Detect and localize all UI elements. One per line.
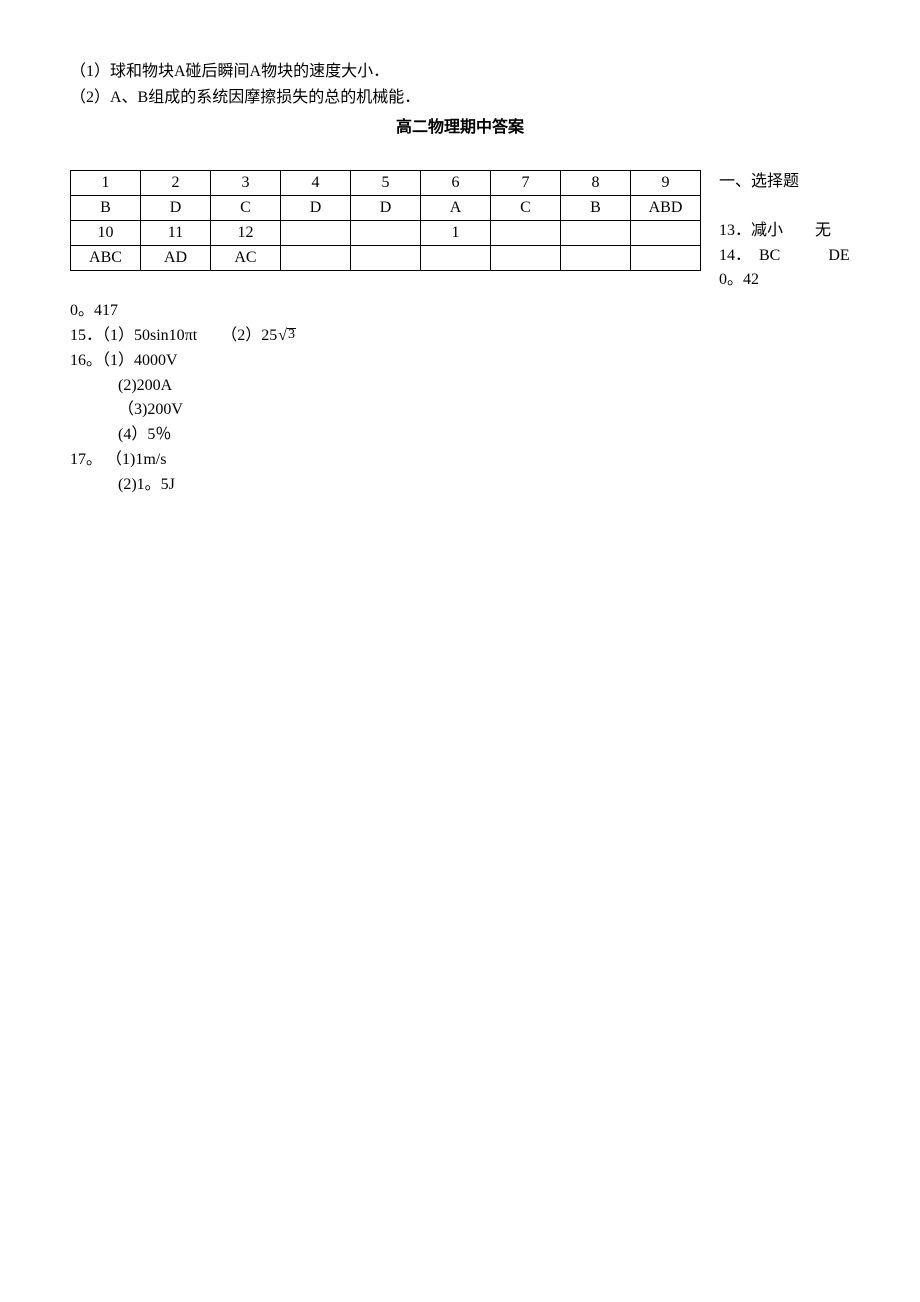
a15-prefix: 15．（1）50sin10 bbox=[70, 327, 185, 344]
cell: 3 bbox=[211, 171, 281, 196]
radicand: 3 bbox=[287, 328, 296, 342]
cell bbox=[351, 246, 421, 271]
cell: 1 bbox=[71, 171, 141, 196]
cell bbox=[351, 221, 421, 246]
cell: B bbox=[71, 196, 141, 221]
cell: C bbox=[211, 196, 281, 221]
value-0417: 0。417 bbox=[70, 299, 850, 324]
cell: C bbox=[491, 196, 561, 221]
answer-14: 14． BC DE bbox=[719, 244, 850, 269]
a15-t: t （2）25 bbox=[193, 327, 277, 344]
answer-block: 1 2 3 4 5 6 7 8 9 B D C D D A C B ABD bbox=[70, 170, 850, 293]
cell: D bbox=[351, 196, 421, 221]
question-1: （1）球和物块A碰后瞬间A物块的速度大小． bbox=[70, 60, 850, 84]
cell bbox=[631, 221, 701, 246]
cell bbox=[631, 246, 701, 271]
cell bbox=[421, 246, 491, 271]
cell bbox=[561, 221, 631, 246]
answer-table: 1 2 3 4 5 6 7 8 9 B D C D D A C B ABD bbox=[70, 170, 701, 271]
cell: AC bbox=[211, 246, 281, 271]
answer-15: 15．（1）50sin10πt （2）25√3 bbox=[70, 324, 850, 349]
sqrt-icon: √3 bbox=[278, 324, 296, 349]
cell: ABD bbox=[631, 196, 701, 221]
cell: 2 bbox=[141, 171, 211, 196]
answer-16-3: （3)200V bbox=[70, 398, 850, 423]
answer-17-2: (2)1。5J bbox=[70, 473, 850, 498]
answer-16-1: 16。（1）4000V bbox=[70, 349, 850, 374]
answer-14b: 0。42 bbox=[719, 268, 850, 293]
cell: 1 bbox=[421, 221, 491, 246]
cell bbox=[491, 246, 561, 271]
cell: 10 bbox=[71, 221, 141, 246]
cell: B bbox=[561, 196, 631, 221]
cell bbox=[491, 221, 561, 246]
table-row: B D C D D A C B ABD bbox=[71, 196, 701, 221]
cell: AD bbox=[141, 246, 211, 271]
cell: D bbox=[141, 196, 211, 221]
cell: ABC bbox=[71, 246, 141, 271]
cell bbox=[281, 221, 351, 246]
cell: A bbox=[421, 196, 491, 221]
radical-symbol: √ bbox=[278, 327, 287, 344]
answer-title: 高二物理期中答案 bbox=[70, 116, 850, 140]
cell bbox=[561, 246, 631, 271]
cell: 8 bbox=[561, 171, 631, 196]
cell: 7 bbox=[491, 171, 561, 196]
answer-table-wrap: 1 2 3 4 5 6 7 8 9 B D C D D A C B ABD bbox=[70, 170, 701, 271]
table-row: ABC AD AC bbox=[71, 246, 701, 271]
side-notes: 一、选择题 13．减小 无 14． BC DE 0。42 bbox=[719, 170, 850, 293]
cell: 6 bbox=[421, 171, 491, 196]
cell: 11 bbox=[141, 221, 211, 246]
answer-17-1: 17。 （1)1m/s bbox=[70, 448, 850, 473]
question-2: （2）A、B组成的系统因摩擦损失的总的机械能． bbox=[70, 86, 850, 110]
cell: 5 bbox=[351, 171, 421, 196]
answer-13: 13．减小 无 bbox=[719, 219, 850, 244]
below-answers: 0。417 15．（1）50sin10πt （2）25√3 16。（1）4000… bbox=[70, 299, 850, 497]
cell: 12 bbox=[211, 221, 281, 246]
cell: 4 bbox=[281, 171, 351, 196]
section-heading: 一、选择题 bbox=[719, 170, 850, 195]
cell: 9 bbox=[631, 171, 701, 196]
answer-16-4: (4）5％ bbox=[70, 423, 850, 448]
cell bbox=[281, 246, 351, 271]
table-row: 1 2 3 4 5 6 7 8 9 bbox=[71, 171, 701, 196]
cell: D bbox=[281, 196, 351, 221]
pi-symbol: π bbox=[185, 327, 193, 344]
table-row: 10 11 12 1 bbox=[71, 221, 701, 246]
answer-16-2: (2)200A bbox=[70, 374, 850, 399]
